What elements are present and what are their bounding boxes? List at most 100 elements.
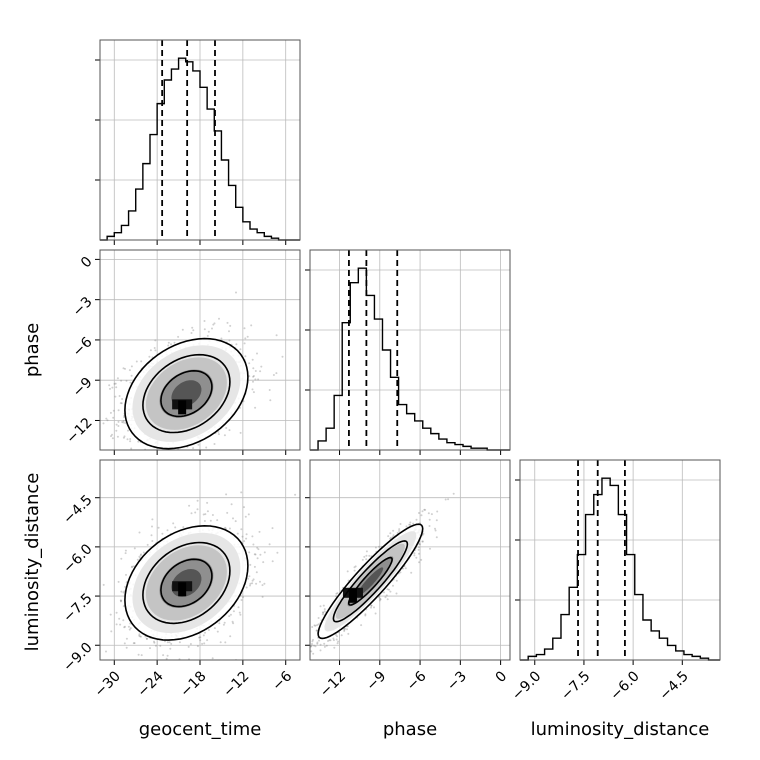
sample-point (115, 623, 118, 626)
sample-point (105, 417, 108, 420)
sample-point (302, 662, 304, 664)
sample-point (435, 536, 438, 539)
sample-point (421, 540, 424, 543)
sample-point (150, 534, 153, 537)
sample-point (190, 512, 193, 515)
sample-point (157, 526, 160, 529)
sample-point (389, 536, 392, 539)
y-axis-labels: phase luminosity_distance (22, 323, 43, 652)
sample-point (389, 590, 392, 593)
sample-point (122, 367, 125, 370)
sample-point (248, 551, 251, 554)
contour-line (124, 337, 249, 450)
contour-line (142, 353, 231, 434)
sample-point (153, 640, 155, 643)
sample-point (109, 411, 112, 414)
sample-point (374, 612, 377, 615)
sample-point (120, 590, 123, 593)
sample-point (140, 635, 142, 638)
sample-point (294, 643, 296, 645)
sample-point (217, 433, 220, 436)
sample-point (160, 450, 162, 452)
sample-point (150, 662, 152, 664)
sample-point (413, 552, 416, 555)
sample-point (170, 642, 173, 645)
sample-point (119, 623, 122, 626)
sample-point (384, 596, 387, 599)
sample-point (385, 594, 388, 597)
sample-point (322, 604, 325, 607)
sample-point (254, 406, 257, 409)
sample-point (316, 641, 319, 644)
sample-point (251, 579, 254, 582)
sample-point (121, 421, 124, 423)
sample-point (123, 458, 125, 460)
sample-point (167, 341, 170, 344)
sample-point (424, 508, 427, 511)
sample-point (89, 473, 91, 475)
sample-point (159, 644, 162, 647)
sample-point (244, 355, 247, 358)
sample-point (174, 526, 177, 529)
sample-point (335, 638, 338, 641)
sample-point (153, 347, 156, 349)
sample-point (421, 510, 424, 513)
sample-point (223, 434, 226, 437)
sample-point (206, 639, 209, 642)
sample-point (317, 617, 320, 619)
sample-point (123, 642, 126, 645)
sample-point (196, 508, 199, 511)
sample-point (409, 523, 412, 526)
sample-point (241, 535, 244, 538)
sample-point (117, 580, 120, 583)
sample-point (237, 606, 240, 609)
sample-point (395, 592, 398, 595)
sample-point (192, 329, 195, 332)
sample-point (230, 503, 233, 506)
contour-line (347, 556, 393, 606)
sample-point (323, 608, 326, 611)
sample-point (120, 379, 123, 382)
sample-point (335, 595, 337, 598)
sample-point (130, 365, 133, 368)
sample-point (436, 510, 439, 513)
sample-point (140, 360, 143, 363)
sample-point (145, 637, 148, 640)
sample-point (202, 634, 205, 637)
histogram-luminosity-distance-frame (519, 459, 721, 661)
sample-point (133, 461, 135, 463)
sample-point (240, 528, 243, 531)
sample-point (240, 491, 243, 494)
sample-point (301, 662, 303, 664)
sample-point (302, 652, 304, 654)
sample-point (294, 664, 296, 666)
sample-point (225, 493, 228, 496)
sample-point (132, 642, 135, 645)
tick-label-y-luminosity-distance: −9.0 (60, 640, 95, 675)
sample-point (255, 571, 258, 574)
sample-point (135, 360, 138, 363)
joint-panel-luminosity-distance-vs-phase (291, 460, 510, 666)
sample-point (257, 378, 260, 381)
sample-point (139, 513, 141, 515)
sample-point (417, 548, 420, 551)
sample-point (213, 452, 215, 454)
sample-point (323, 642, 326, 645)
sample-point (291, 656, 293, 658)
sample-point (192, 447, 195, 450)
sample-point (161, 532, 164, 535)
sample-point (157, 465, 159, 467)
sample-point (120, 599, 123, 602)
sample-point (115, 423, 118, 426)
contour-line (332, 540, 409, 623)
sample-point (213, 627, 216, 630)
sample-point (168, 641, 171, 644)
sample-point (245, 586, 248, 589)
sample-point (124, 552, 127, 555)
sample-point (228, 330, 230, 333)
sample-point (364, 614, 367, 617)
sample-point (340, 634, 343, 637)
sample-point (137, 653, 140, 656)
sample-point (120, 402, 123, 405)
sample-point (212, 323, 215, 326)
